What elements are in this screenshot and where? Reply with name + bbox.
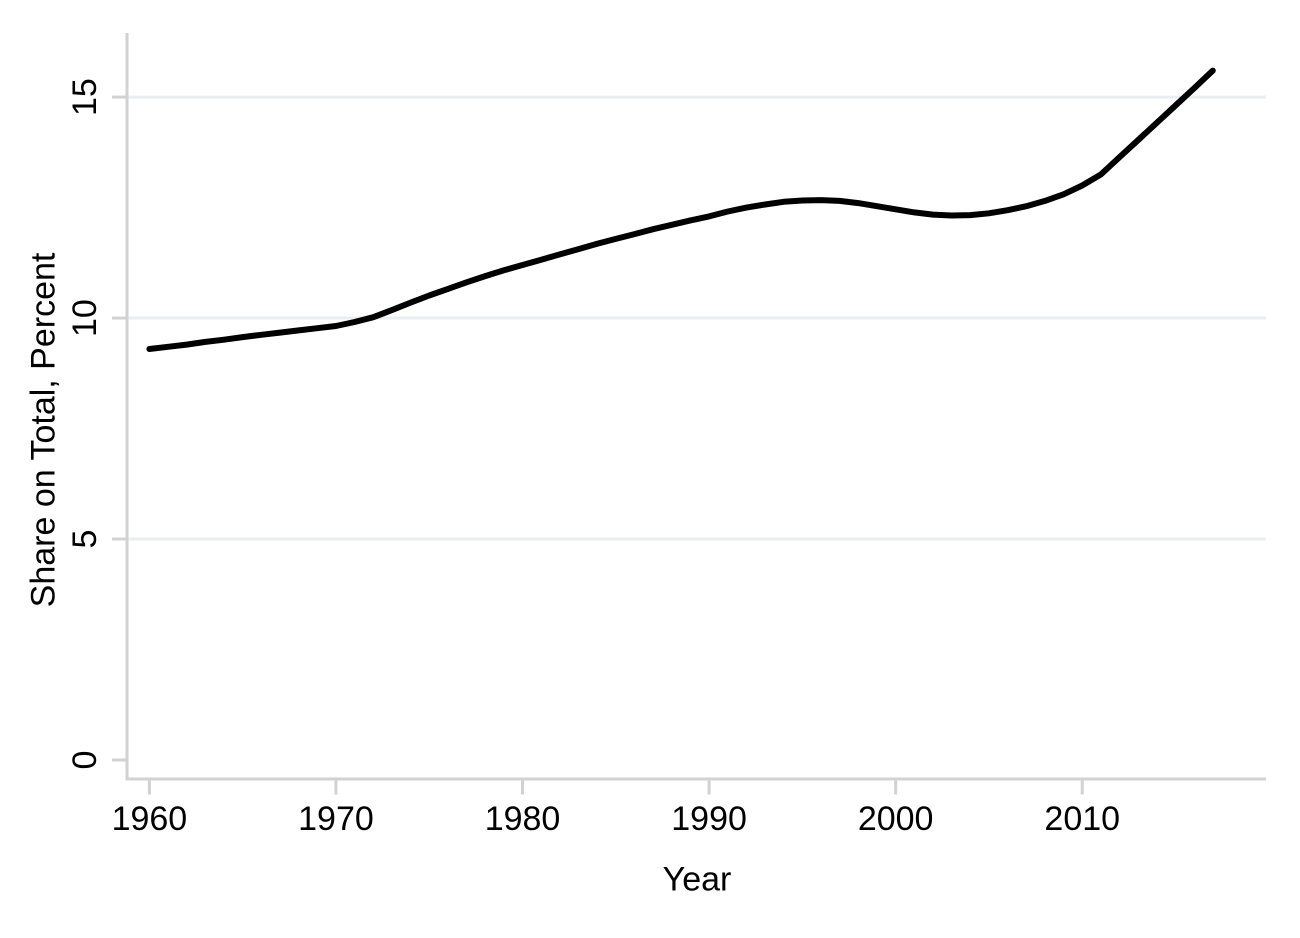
y-axis-title: Share on Total, Percent bbox=[24, 252, 63, 608]
y-tick-label-10: 10 bbox=[66, 299, 104, 337]
data-line bbox=[146, 67, 1216, 352]
x-tick-label-1970: 1970 bbox=[298, 800, 374, 838]
x-tick-label-1990: 1990 bbox=[671, 800, 747, 838]
x-tick-label-1980: 1980 bbox=[485, 800, 561, 838]
x-tick-label-1960: 1960 bbox=[112, 800, 188, 838]
x-tick-label-2010: 2010 bbox=[1044, 800, 1120, 838]
x-tick-label-2000: 2000 bbox=[858, 800, 934, 838]
x-axis-title: Year bbox=[662, 860, 732, 899]
y-tick-label-5: 5 bbox=[66, 530, 104, 549]
y-tick-label-15: 15 bbox=[66, 78, 104, 116]
y-tick-label-0: 0 bbox=[66, 751, 104, 770]
